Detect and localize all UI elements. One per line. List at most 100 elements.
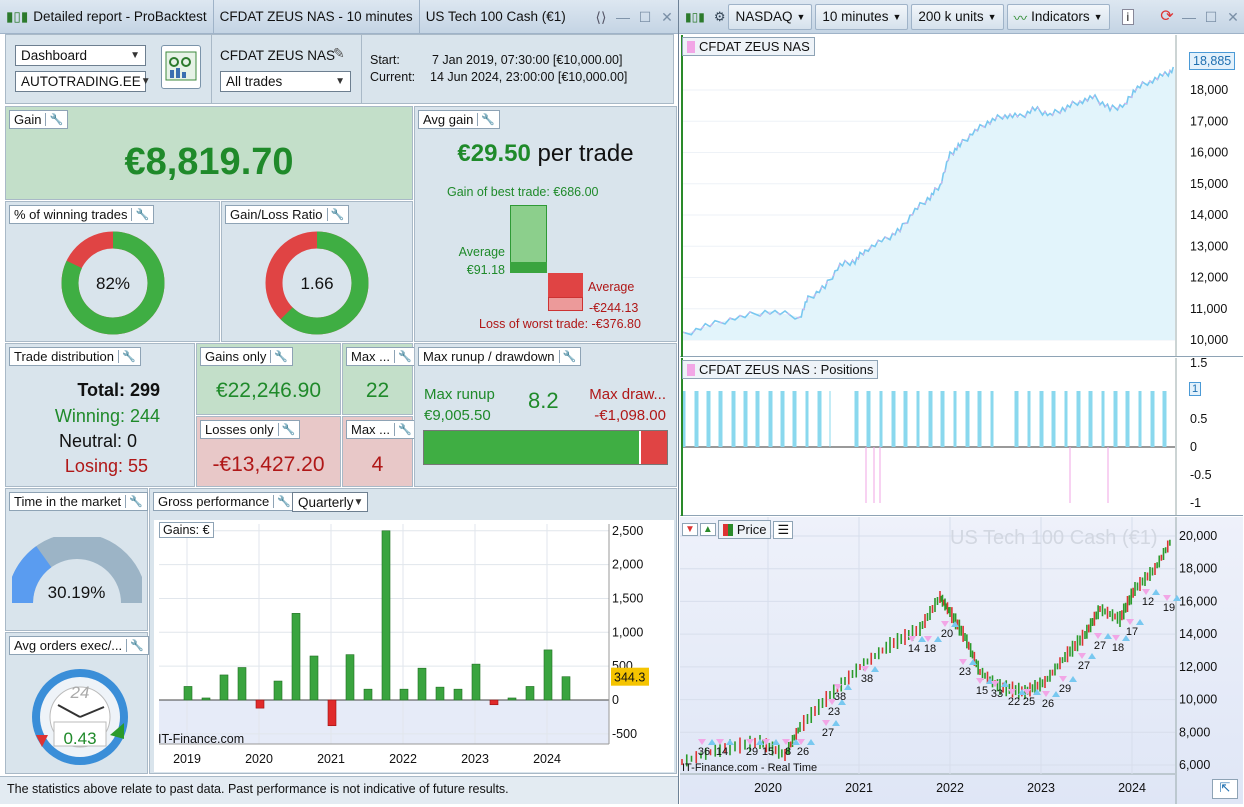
- max-win-value: 22: [365, 379, 390, 402]
- buy-arrow: [1001, 681, 1009, 687]
- gain-panel: Gain 🔧 €8,819.70: [5, 106, 413, 200]
- gain-value: €8,819.70: [124, 141, 294, 183]
- indicators-icon: 〰: [1013, 10, 1028, 26]
- gain-bar: [417, 667, 427, 701]
- list-icon[interactable]: ☰: [773, 520, 794, 539]
- minimize-icon[interactable]: —: [616, 8, 630, 25]
- trade-count-label: 15: [976, 685, 988, 697]
- share-icon[interactable]: ⟨⟩: [595, 8, 607, 25]
- equity-area: [682, 69, 1175, 340]
- gain-label[interactable]: Gain 🔧: [9, 110, 69, 129]
- drawdown-title: Max draw...: [589, 386, 666, 403]
- equity-legend[interactable]: CFDAT ZEUS NAS: [682, 37, 815, 56]
- time-market-label[interactable]: Time in the market 🔧: [9, 492, 148, 511]
- avg-orders-label[interactable]: Avg orders exec/... 🔧: [9, 636, 149, 655]
- sell-arrow: [1094, 633, 1102, 639]
- x-tick-label: 2021: [317, 752, 345, 766]
- minimize-icon[interactable]: —: [1182, 8, 1196, 25]
- distribution-label[interactable]: Trade distribution 🔧: [9, 347, 141, 366]
- wrench-icon[interactable]: 🔧: [477, 113, 495, 126]
- wrench-icon[interactable]: 🔧: [126, 639, 144, 652]
- tab-detailed-report[interactable]: ▮▯▮ Detailed report - ProBacktest: [0, 0, 214, 33]
- wrench-icon[interactable]: 🔧: [394, 350, 412, 363]
- sell-arrow: [1008, 689, 1016, 695]
- timeframe-select[interactable]: 10 minutes ▼: [815, 3, 909, 30]
- gauge-fill: [12, 546, 52, 604]
- gains-only-label-text: Gains only: [205, 349, 267, 364]
- close-icon[interactable]: ✕: [1227, 8, 1239, 25]
- trades-select[interactable]: All trades ▼: [220, 71, 351, 92]
- arrow-down-icon[interactable]: ▼: [682, 523, 698, 536]
- avg-loss-value: -€244.13: [589, 301, 639, 315]
- wrench-icon[interactable]: 🔧: [117, 350, 136, 363]
- max-loss-label-text: Max ...: [351, 422, 391, 437]
- sell-arrow: [1142, 589, 1150, 595]
- y-tick-label: -0.5: [1190, 468, 1212, 482]
- losses-only-label[interactable]: Losses only 🔧: [200, 420, 301, 439]
- gross-label[interactable]: Gross performance 🔧: [153, 492, 296, 511]
- price-legend-label: Price: [736, 522, 767, 537]
- market-select[interactable]: NASDAQ ▼: [728, 3, 813, 30]
- gross-label-text: Gross performance: [158, 494, 270, 509]
- chevron-down-icon: ▼: [796, 11, 806, 22]
- y-tick-label: 15,000: [1190, 177, 1228, 191]
- arrow-up-icon[interactable]: ▲: [699, 523, 716, 536]
- max-loss-label[interactable]: Max ... 🔧: [346, 420, 417, 439]
- gain-loss-label[interactable]: Gain/Loss Ratio 🔧: [225, 205, 350, 224]
- info-icon[interactable]: i: [1121, 8, 1135, 25]
- runup-bar-fill: [424, 431, 641, 464]
- clock-icon: [32, 669, 128, 765]
- wrench-icon[interactable]: 🔧: [270, 350, 288, 363]
- sell-arrow: [908, 636, 916, 642]
- buy-arrow: [1033, 689, 1041, 695]
- left-titlebar: ▮▯▮ Detailed report - ProBacktest CFDAT …: [0, 0, 678, 34]
- wrench-icon[interactable]: 🔧: [125, 495, 143, 508]
- y-tick-label: 0: [612, 693, 619, 707]
- sell-arrow: [834, 684, 842, 690]
- refresh-icon[interactable]: ⟳: [1160, 7, 1174, 25]
- units-select[interactable]: 200 k units ▼: [911, 3, 1004, 30]
- tab-instrument[interactable]: US Tech 100 Cash (€1): [420, 0, 572, 33]
- y-tick-label: 16,000: [1179, 594, 1217, 608]
- x-tick-label: 2019: [173, 752, 201, 766]
- expand-icon[interactable]: ⇱: [1212, 779, 1238, 799]
- gain-loss-label-text: Gain/Loss Ratio: [230, 207, 323, 222]
- tab-system[interactable]: CFDAT ZEUS NAS - 10 minutes: [214, 0, 420, 33]
- wrench-icon[interactable]: 🔧: [45, 113, 63, 126]
- wrench-icon[interactable]: 🔧: [558, 350, 576, 363]
- dashboard-select[interactable]: Dashboard ▼: [15, 45, 146, 66]
- tab-label: Detailed report - ProBacktest: [33, 9, 207, 24]
- report-icon[interactable]: [161, 45, 201, 89]
- wrench-icon[interactable]: 🔧: [326, 208, 344, 221]
- trade-count-label: 22: [1008, 696, 1020, 708]
- gain-bar: [381, 530, 391, 701]
- chart-settings-icon[interactable]: ⚙: [713, 8, 726, 24]
- wrench-icon[interactable]: 🔧: [394, 423, 412, 436]
- wrench-icon[interactable]: 🔧: [277, 423, 295, 436]
- maximize-icon[interactable]: ☐: [638, 8, 652, 25]
- y-tick-label: 1,000: [612, 625, 643, 639]
- period-select[interactable]: Quarterly ▼: [292, 492, 368, 512]
- close-icon[interactable]: ✕: [661, 8, 673, 25]
- max-win-label[interactable]: Max ... 🔧: [346, 347, 417, 366]
- positions-legend[interactable]: CFDAT ZEUS NAS : Positions: [682, 360, 879, 379]
- winning-pct-label[interactable]: % of winning trades 🔧: [9, 205, 155, 224]
- maximize-icon[interactable]: ☐: [1204, 8, 1218, 25]
- avg-gain-label[interactable]: Avg gain 🔧: [418, 110, 501, 129]
- donut-gain-arc: [265, 231, 369, 335]
- gain-bar: [471, 663, 481, 701]
- sell-arrow: [716, 739, 724, 745]
- account-select[interactable]: AUTOTRADING.EE ▼: [15, 71, 151, 92]
- losing-trades: Losing: 55: [64, 456, 148, 476]
- price-legend-item[interactable]: Price: [717, 520, 772, 539]
- gains-only-label[interactable]: Gains only 🔧: [200, 347, 294, 366]
- indicators-button[interactable]: 〰 Indicators ▼: [1006, 3, 1110, 30]
- edit-icon[interactable]: ✎: [333, 45, 345, 61]
- wrench-icon[interactable]: 🔧: [273, 495, 291, 508]
- sell-arrow: [991, 681, 999, 687]
- trade-count-label: 36: [698, 746, 710, 758]
- distribution-panel: Trade distribution 🔧 Total: 299 Winning: …: [5, 343, 195, 487]
- runup-label[interactable]: Max runup / drawdown 🔧: [418, 347, 582, 366]
- wrench-icon[interactable]: 🔧: [131, 208, 149, 221]
